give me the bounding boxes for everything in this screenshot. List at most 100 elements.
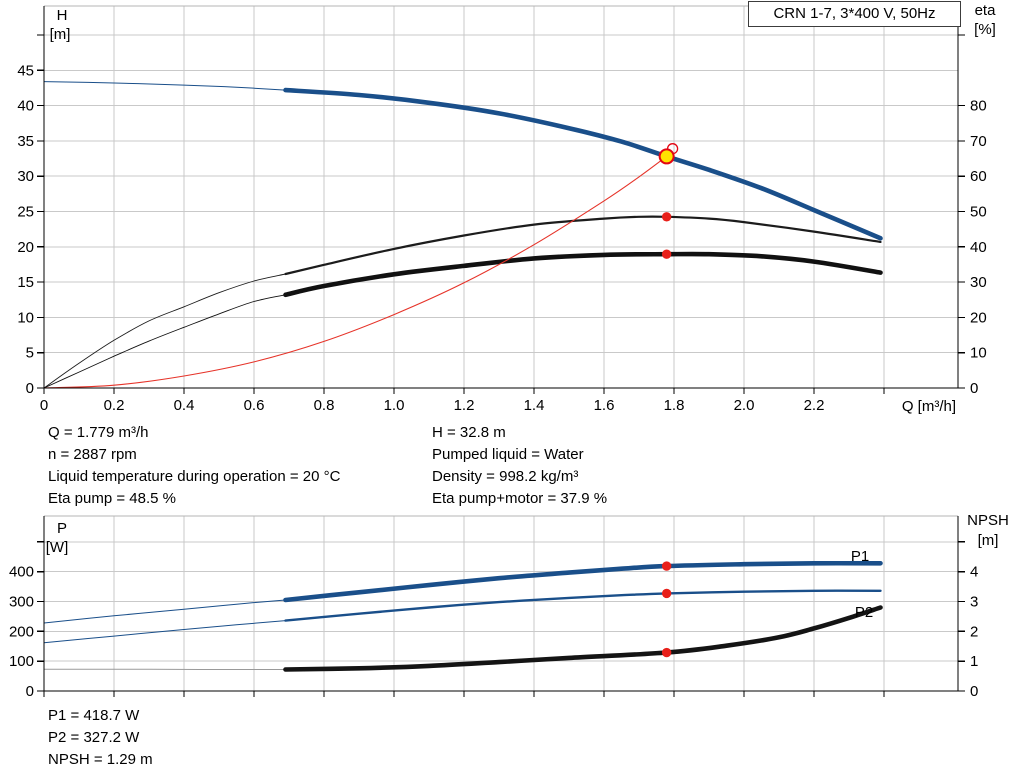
readout-eta-pump: Eta pump = 48.5 %	[48, 490, 176, 507]
npsh-axis-name: NPSH	[967, 512, 1009, 529]
qh-left-tick-label: 40	[17, 98, 34, 115]
qh-right-tick-label: 0	[970, 380, 978, 397]
power-chart: P2 P1 0 100 200 300 400 0 1 2 3 4 P [W] NPSH [m]	[9, 512, 1009, 700]
h-axis-unit: [m]	[50, 26, 71, 43]
head-curve	[43, 81, 883, 241]
eta-pump-curve-thin	[43, 273, 286, 389]
qh-x-tick-label: 1.0	[384, 397, 405, 414]
pump-model-title: CRN 1-7, 3*400 V, 50Hz	[773, 5, 936, 22]
readout-pumped-liquid: Pumped liquid = Water	[432, 446, 584, 463]
readout-eta-pump-motor: Eta pump+motor = 37.9 %	[432, 490, 608, 507]
power-left-tick-label: 100	[9, 653, 34, 670]
eta-pump-dot	[661, 212, 672, 222]
qh-x-tick-label: 0.2	[104, 397, 125, 414]
p1-curve-thin	[43, 599, 286, 624]
qh-right-tick-label: 50	[970, 204, 987, 221]
p1-curve	[43, 560, 883, 624]
qh-right-tick-label: 60	[970, 168, 987, 185]
p2-curve	[43, 589, 882, 644]
qh-chart: 0 5 10 15 20 25 30 35 40 45 0 10 20 30 40 50 60 70 80 0 0.2 0…	[17, 2, 996, 415]
power-left-tick-label: 200	[9, 623, 34, 640]
qh-left-tick-label: 30	[17, 168, 34, 185]
npsh-axis-unit: [m]	[978, 532, 999, 549]
readout-p1: P1 = 418.7 W	[48, 707, 140, 724]
qh-right-tick-label: 10	[970, 345, 987, 362]
qh-x-tick-label: 1.6	[594, 397, 615, 414]
qh-right-tick-label: 30	[970, 274, 987, 291]
p1-curve-label: P1	[851, 548, 869, 565]
npsh-curve	[43, 605, 883, 672]
qh-x-tick-label: 0	[40, 397, 48, 414]
system-curve-curve	[43, 155, 668, 389]
eta-axis-unit: [%]	[974, 21, 996, 38]
power-right-tick-label: 1	[970, 653, 978, 670]
eta-pump-motor-dot	[661, 249, 672, 259]
p-axis-name: P	[57, 520, 67, 537]
power-right-tick-label: 3	[970, 594, 978, 611]
power-ticks	[37, 541, 965, 697]
p-axis-unit: [W]	[46, 539, 69, 556]
npsh-curve-thick	[283, 605, 883, 672]
power-right-tick-label: 2	[970, 623, 978, 640]
readout-flow: Q = 1.779 m³/h	[48, 424, 149, 441]
p2-curve-thin	[43, 620, 286, 644]
qh-ticks	[37, 34, 965, 394]
readout-density: Density = 998.2 kg/m³	[432, 468, 579, 485]
qh-left-tick-label: 5	[26, 345, 34, 362]
qh-x-tick-label: 1.2	[454, 397, 475, 414]
q-axis-label: Q [m³/h]	[902, 398, 956, 415]
qh-left-tick-label: 15	[17, 274, 34, 291]
power-left-tick-label: 300	[9, 594, 34, 611]
p2-dot	[661, 588, 672, 599]
power-left-tick-label: 400	[9, 564, 34, 581]
eta-pump-curve-thick	[284, 215, 882, 276]
qh-right-tick-label: 40	[970, 239, 987, 256]
qh-right-tick-label: 70	[970, 133, 987, 150]
qh-right-tick-label: 80	[970, 98, 987, 115]
head-curve-thick	[283, 87, 883, 241]
npsh-dot	[661, 647, 672, 658]
readout-p2: P2 = 327.2 W	[48, 729, 140, 746]
qh-x-tick-label: 2.0	[734, 397, 755, 414]
power-right-tick-label: 0	[970, 683, 978, 700]
qh-x-tick-label: 0.4	[174, 397, 195, 414]
eta-pump-motor-curve	[43, 251, 883, 389]
qh-left-tick-label: 20	[17, 239, 34, 256]
eta-pump-motor-curve-thick	[283, 251, 883, 298]
qh-left-tick-label: 35	[17, 133, 34, 150]
qh-left-tick-label: 0	[26, 380, 34, 397]
readout-liquid-temp: Liquid temperature during operation = 20…	[48, 468, 341, 485]
p1-curve-thick	[283, 560, 883, 603]
qh-plot-area[interactable]	[44, 6, 958, 388]
qh-left-tick-label: 45	[17, 62, 34, 79]
qh-x-tick-label: 0.6	[244, 397, 265, 414]
qh-right-tick-label: 20	[970, 309, 987, 326]
h-axis-name: H	[57, 7, 68, 24]
eta-pump-motor-curve-thin	[43, 294, 286, 389]
qh-left-tick-label: 25	[17, 204, 34, 221]
p2-curve-label: P2	[855, 604, 873, 621]
p1-dot	[661, 561, 672, 571]
qh-gridlines	[44, 6, 958, 388]
qh-axes	[43, 6, 959, 389]
power-axes	[43, 516, 959, 692]
system-curve-curve-line	[43, 155, 668, 389]
readout-npsh: NPSH = 1.29 m	[48, 751, 153, 768]
qh-x-tick-label: 1.8	[664, 397, 685, 414]
eta-pump-curve	[43, 215, 882, 389]
readout-head: H = 32.8 m	[432, 424, 506, 441]
power-right-tick-label: 4	[970, 564, 978, 581]
p2-curve-thick	[284, 589, 882, 622]
qh-left-tick-label: 10	[17, 309, 34, 326]
head-curve-thin	[43, 81, 286, 91]
readout-speed: n = 2887 rpm	[48, 446, 137, 463]
eta-axis-name: eta	[975, 2, 997, 19]
qh-x-tick-label: 0.8	[314, 397, 335, 414]
duty-point[interactable]	[658, 148, 675, 165]
qh-x-tick-label: 1.4	[524, 397, 545, 414]
chart-title-box: CRN 1-7, 3*400 V, 50Hz	[748, 1, 961, 27]
power-left-tick-label: 0	[26, 683, 34, 700]
qh-x-tick-label: 2.2	[804, 397, 825, 414]
